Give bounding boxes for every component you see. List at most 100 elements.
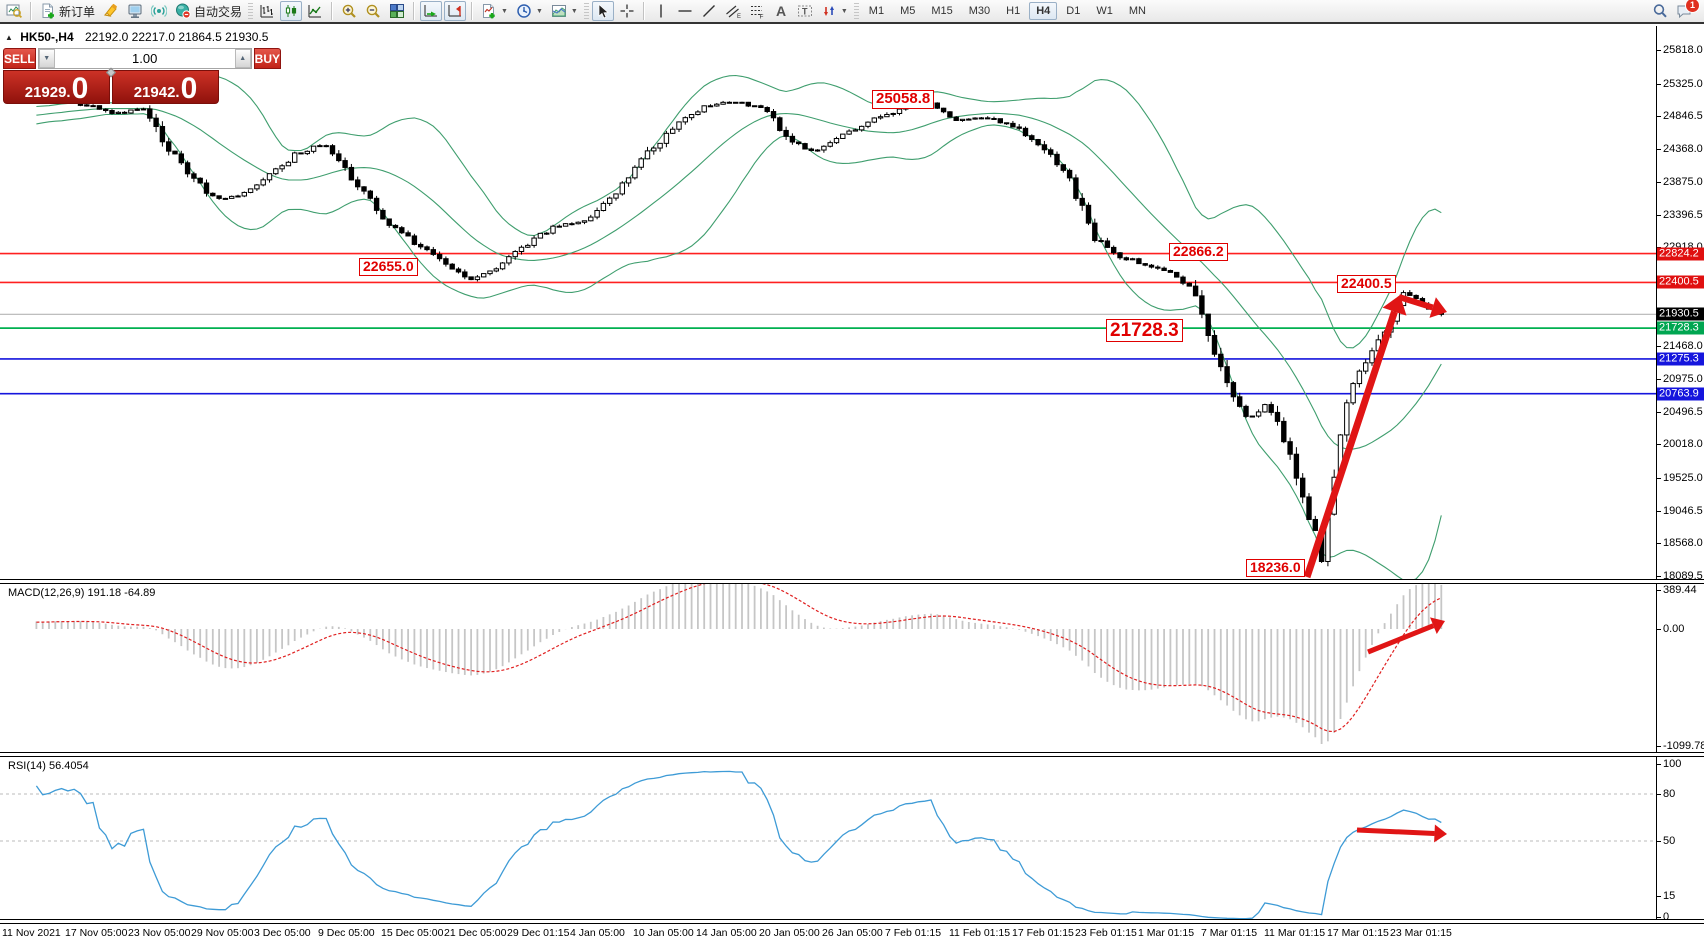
vertical-line-button[interactable] — [650, 1, 672, 21]
price-tick-mark — [1656, 345, 1661, 347]
timeframe-button-w1[interactable]: W1 — [1096, 5, 1113, 17]
chart-window-button[interactable] — [3, 1, 25, 21]
time-axis-label: 7 Feb 01:15 — [885, 927, 942, 939]
rsi-tick-mark — [1656, 841, 1661, 842]
text-button[interactable]: A — [770, 1, 792, 21]
channel-button[interactable]: E — [722, 1, 744, 21]
trendline-button[interactable] — [698, 1, 720, 21]
zoom-in-icon — [342, 4, 356, 18]
price-tick-mark — [1656, 379, 1661, 381]
rsi-timeaxis-splitter[interactable] — [0, 919, 1704, 924]
price-tick-mark — [1656, 510, 1661, 512]
timeframe-button-m30[interactable]: M30 — [968, 5, 991, 17]
crosshair-button[interactable] — [616, 1, 638, 21]
periods-button[interactable]: ▼ — [513, 1, 546, 21]
timeframe-button-m15[interactable]: M15 — [931, 5, 953, 17]
timeframe-button-m1[interactable]: M1 — [868, 5, 885, 17]
buy-price-display[interactable]: 21942. 0 — [112, 70, 219, 104]
bollinger-middle-band[interactable] — [36, 107, 1442, 450]
bar-chart-button[interactable] — [256, 1, 278, 21]
horizontal-line-button[interactable] — [674, 1, 696, 21]
main-macd-splitter[interactable] — [0, 579, 1704, 584]
price-annotation-22866.2[interactable]: 22866.2 — [1169, 243, 1228, 261]
time-axis-label: 7 Mar 01:15 — [1201, 927, 1258, 939]
price-annotation-22400.5[interactable]: 22400.5 — [1337, 275, 1396, 293]
price-annotation-22655.0[interactable]: 22655.0 — [359, 258, 418, 276]
macd-signal-line[interactable] — [36, 583, 1442, 733]
price-tag-21930.5: 21930.5 — [1657, 307, 1704, 321]
text-icon: A — [776, 3, 786, 19]
highlighter-button[interactable] — [100, 1, 122, 21]
indicators-button[interactable]: ▼ — [478, 1, 511, 21]
chart-shift-button[interactable] — [444, 1, 467, 21]
line-chart-icon — [308, 5, 322, 18]
terminal-button[interactable] — [124, 1, 146, 21]
templates-button[interactable]: ▼ — [548, 1, 581, 21]
fibonacci-button[interactable]: F — [746, 1, 768, 21]
trend-arrow-annotation[interactable] — [1303, 295, 1407, 579]
zoom-in-button[interactable] — [338, 1, 360, 21]
autotrading-button[interactable]: 自动交易 — [172, 1, 245, 21]
timeframe-button-d1[interactable]: D1 — [1066, 5, 1081, 17]
macd-rsi-splitter[interactable] — [0, 752, 1704, 757]
search-button[interactable] — [1649, 1, 1671, 21]
macd-tick-mark — [1656, 590, 1661, 591]
notifications-button[interactable]: 1 — [1673, 0, 1700, 21]
rsi-line[interactable] — [35, 770, 1442, 919]
trend-arrow-annotation[interactable] — [1356, 824, 1447, 843]
price-tick-mark — [1656, 411, 1661, 413]
price-tick-label: 21468.0 — [1663, 339, 1703, 352]
main-chart-canvas[interactable] — [0, 26, 1704, 579]
bollinger-lower-band[interactable] — [36, 113, 1442, 579]
one-click-panel-toggle[interactable]: ▲ — [5, 33, 13, 42]
candlestick-series — [77, 100, 1444, 567]
candlestick-chart-icon — [285, 5, 297, 17]
channel-icon: E — [725, 5, 741, 19]
line-chart-button[interactable] — [304, 1, 326, 21]
autotrading-button-label: 自动交易 — [194, 4, 243, 19]
price-annotation-25058.8[interactable]: 25058.8 — [872, 90, 935, 109]
tile-windows-icon — [390, 4, 405, 18]
price-annotation-21728.3[interactable]: 21728.3 — [1106, 319, 1183, 343]
horizontal-line-icon — [678, 10, 692, 12]
candlestick-chart-button[interactable] — [280, 1, 303, 21]
timeframe-button-h1[interactable]: H1 — [1006, 5, 1021, 17]
volume-decrease-button[interactable]: ▼ — [38, 49, 55, 68]
rsi-panel-canvas[interactable] — [0, 757, 1704, 919]
tile-windows-button[interactable] — [386, 1, 408, 21]
volume-increase-button[interactable]: ▲ — [234, 49, 251, 68]
bollinger-upper-band[interactable] — [36, 74, 1442, 349]
sell-button[interactable]: SELL — [3, 48, 36, 69]
arrows-button[interactable]: ▼ — [818, 1, 851, 21]
templates-icon — [551, 5, 566, 17]
new-order-button[interactable]: 新订单 — [37, 1, 98, 21]
macd-panel-canvas[interactable] — [0, 583, 1704, 752]
rsi-tick-label: 15 — [1663, 890, 1676, 902]
signal-button[interactable] — [148, 1, 170, 21]
text-label-icon: T — [797, 5, 812, 17]
toolbar-separator — [413, 2, 416, 20]
auto-scroll-button[interactable] — [420, 1, 443, 21]
cursor-button[interactable] — [591, 1, 614, 21]
time-axis-label: 9 Dec 05:00 — [318, 927, 375, 939]
volume-input[interactable] — [54, 49, 235, 68]
buy-price-big-digit: 0 — [180, 71, 198, 105]
trend-arrow-annotation[interactable] — [1398, 294, 1447, 318]
price-tick-label: 23875.0 — [1663, 176, 1703, 189]
text-label-button[interactable]: T — [794, 1, 816, 21]
buy-button[interactable]: BUY — [253, 48, 282, 69]
timeframe-button-h4[interactable]: H4 — [1029, 2, 1058, 20]
volume-spinner: ▼ ▲ — [37, 48, 252, 69]
sell-price-display[interactable]: 21929. 0 — [3, 70, 110, 104]
zoom-out-button[interactable] — [362, 1, 384, 21]
time-axis-label: 3 Dec 05:00 — [254, 927, 311, 939]
terminal-icon — [128, 4, 142, 18]
timeframe-button-mn[interactable]: MN — [1128, 5, 1146, 17]
trendline-icon — [702, 5, 715, 17]
toolbar-grip — [853, 3, 859, 19]
trend-arrow-annotation[interactable] — [1367, 617, 1445, 655]
price-annotation-18236.0[interactable]: 18236.0 — [1246, 559, 1305, 577]
timeframe-button-m5[interactable]: M5 — [900, 5, 916, 17]
price-tick-label: 25818.0 — [1663, 44, 1703, 56]
